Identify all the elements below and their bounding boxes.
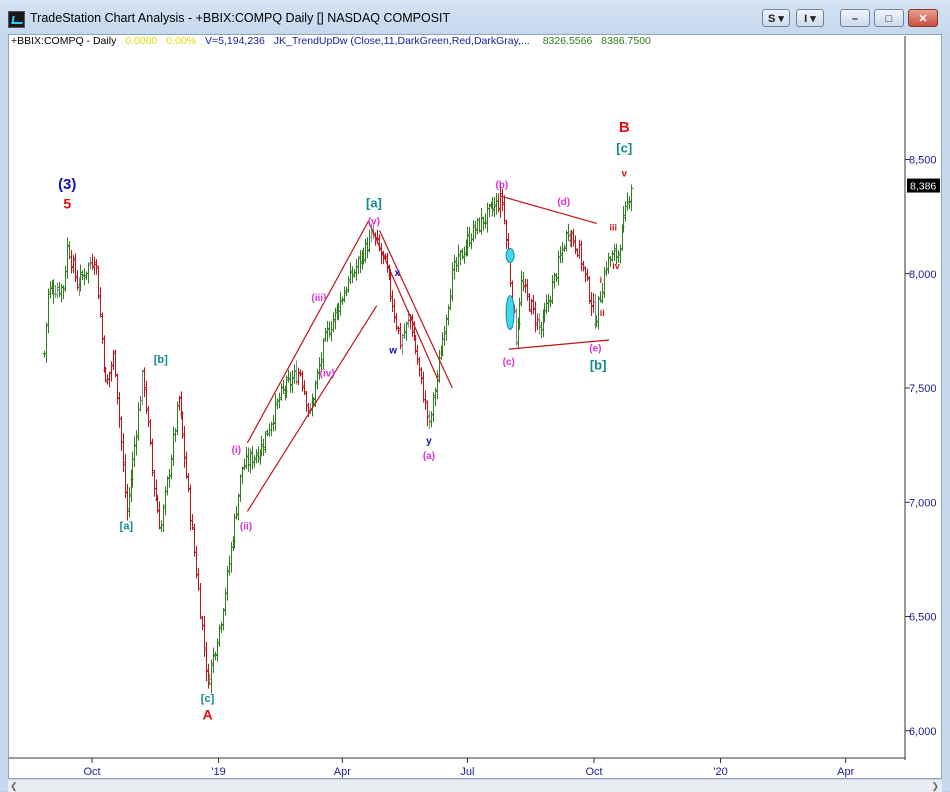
wave-label: (iv) — [320, 369, 335, 380]
wave-label: [c] — [616, 141, 632, 156]
window-title: TradeStation Chart Analysis - +BBIX:COMP… — [30, 11, 451, 25]
last-price-tag — [907, 178, 940, 193]
tradestation-app-icon[interactable] — [8, 11, 25, 28]
wave-label: (a) — [423, 451, 435, 462]
wave-label: x — [395, 268, 401, 279]
net-change: 0.0000 — [125, 35, 158, 47]
maximize-button[interactable]: □ — [874, 9, 904, 27]
indicator-name: JK_TrendUpDw (Close,11,DarkGreen,Red,Dar… — [273, 35, 530, 47]
wave-label: B — [619, 119, 630, 136]
time-tick-label: Jul — [460, 766, 474, 778]
wave-label: A — [202, 706, 212, 722]
minimize-button[interactable]: – — [840, 9, 870, 27]
price-tick-label: 6,500 — [909, 612, 937, 624]
symbol-label: +BBIX:COMPQ - Daily — [11, 35, 117, 47]
highlight-ellipse — [505, 247, 515, 263]
wave-label: (3) — [58, 176, 76, 193]
trend-channel-line — [508, 339, 610, 350]
wave-label: (i) — [232, 445, 241, 456]
wave-label: (d) — [557, 197, 570, 208]
scroll-left-icon[interactable]: ❮ — [10, 781, 18, 791]
wave-label: (e) — [589, 343, 601, 354]
scroll-right-icon[interactable]: ❯ — [931, 781, 939, 791]
wave-label: [a] — [120, 521, 134, 533]
price-tick-label: 8,500 — [909, 155, 937, 167]
indicator-value-1: 8326.5566 — [542, 35, 593, 47]
horizontal-scrollbar[interactable]: ❮ ❯ — [8, 779, 942, 792]
trend-channel-line — [246, 305, 378, 512]
wave-label: v — [621, 169, 627, 180]
time-tick-label: Oct — [83, 766, 100, 778]
wave-label: [a] — [366, 195, 382, 210]
title-bar[interactable]: TradeStation Chart Analysis - +BBIX:COMP… — [0, 0, 950, 36]
i-menu-button[interactable]: I ▾ — [796, 9, 824, 27]
highlight-ellipse — [505, 295, 515, 331]
time-tick-label: Oct — [585, 766, 602, 778]
last-price-label: 8,386 — [910, 181, 936, 193]
net-change-percent: 0.00% — [166, 35, 197, 47]
wave-label: [b] — [590, 358, 607, 373]
wave-label: (ii) — [240, 522, 252, 533]
time-tick-label: '20 — [713, 766, 727, 778]
chart-info-line: +BBIX:COMPQ - Daily 0.0000 0.00% V=5,194… — [11, 35, 657, 47]
wave-label: iv — [612, 261, 620, 271]
wave-label: y — [426, 436, 432, 447]
wave-label: (b) — [495, 180, 508, 191]
volume-readout: V=5,194,236 — [205, 35, 265, 47]
price-tick-label: 6,000 — [909, 726, 937, 738]
wave-label: (v) — [368, 217, 380, 228]
price-tick-label: 7,500 — [909, 383, 937, 395]
trend-channel-line — [246, 220, 369, 444]
wave-label: (c) — [503, 357, 515, 368]
time-tick-label: '19 — [211, 766, 225, 778]
wave-label: i — [600, 275, 603, 285]
trend-channel-line — [378, 230, 453, 389]
indicator-value-2: 8386.7500 — [601, 35, 651, 47]
price-tick-label: 8,000 — [909, 269, 937, 281]
time-tick-label: Apr — [334, 766, 351, 778]
wave-label: iii — [609, 222, 617, 232]
wave-label: 5 — [63, 196, 71, 212]
price-tick-label: 7,000 — [909, 497, 937, 509]
time-tick-label: Apr — [837, 766, 854, 778]
wave-label: [c] — [201, 693, 215, 705]
chart-area[interactable] — [8, 34, 942, 779]
wave-label: w — [388, 346, 397, 357]
close-button[interactable]: ✕ — [908, 9, 938, 27]
trend-channel-line — [500, 195, 597, 225]
wave-label: ii — [600, 308, 605, 318]
wave-label: (iii) — [311, 293, 326, 304]
wave-label: [b] — [154, 354, 168, 366]
s-menu-button[interactable]: S ▾ — [762, 9, 790, 27]
trend-channel-line — [367, 220, 440, 382]
